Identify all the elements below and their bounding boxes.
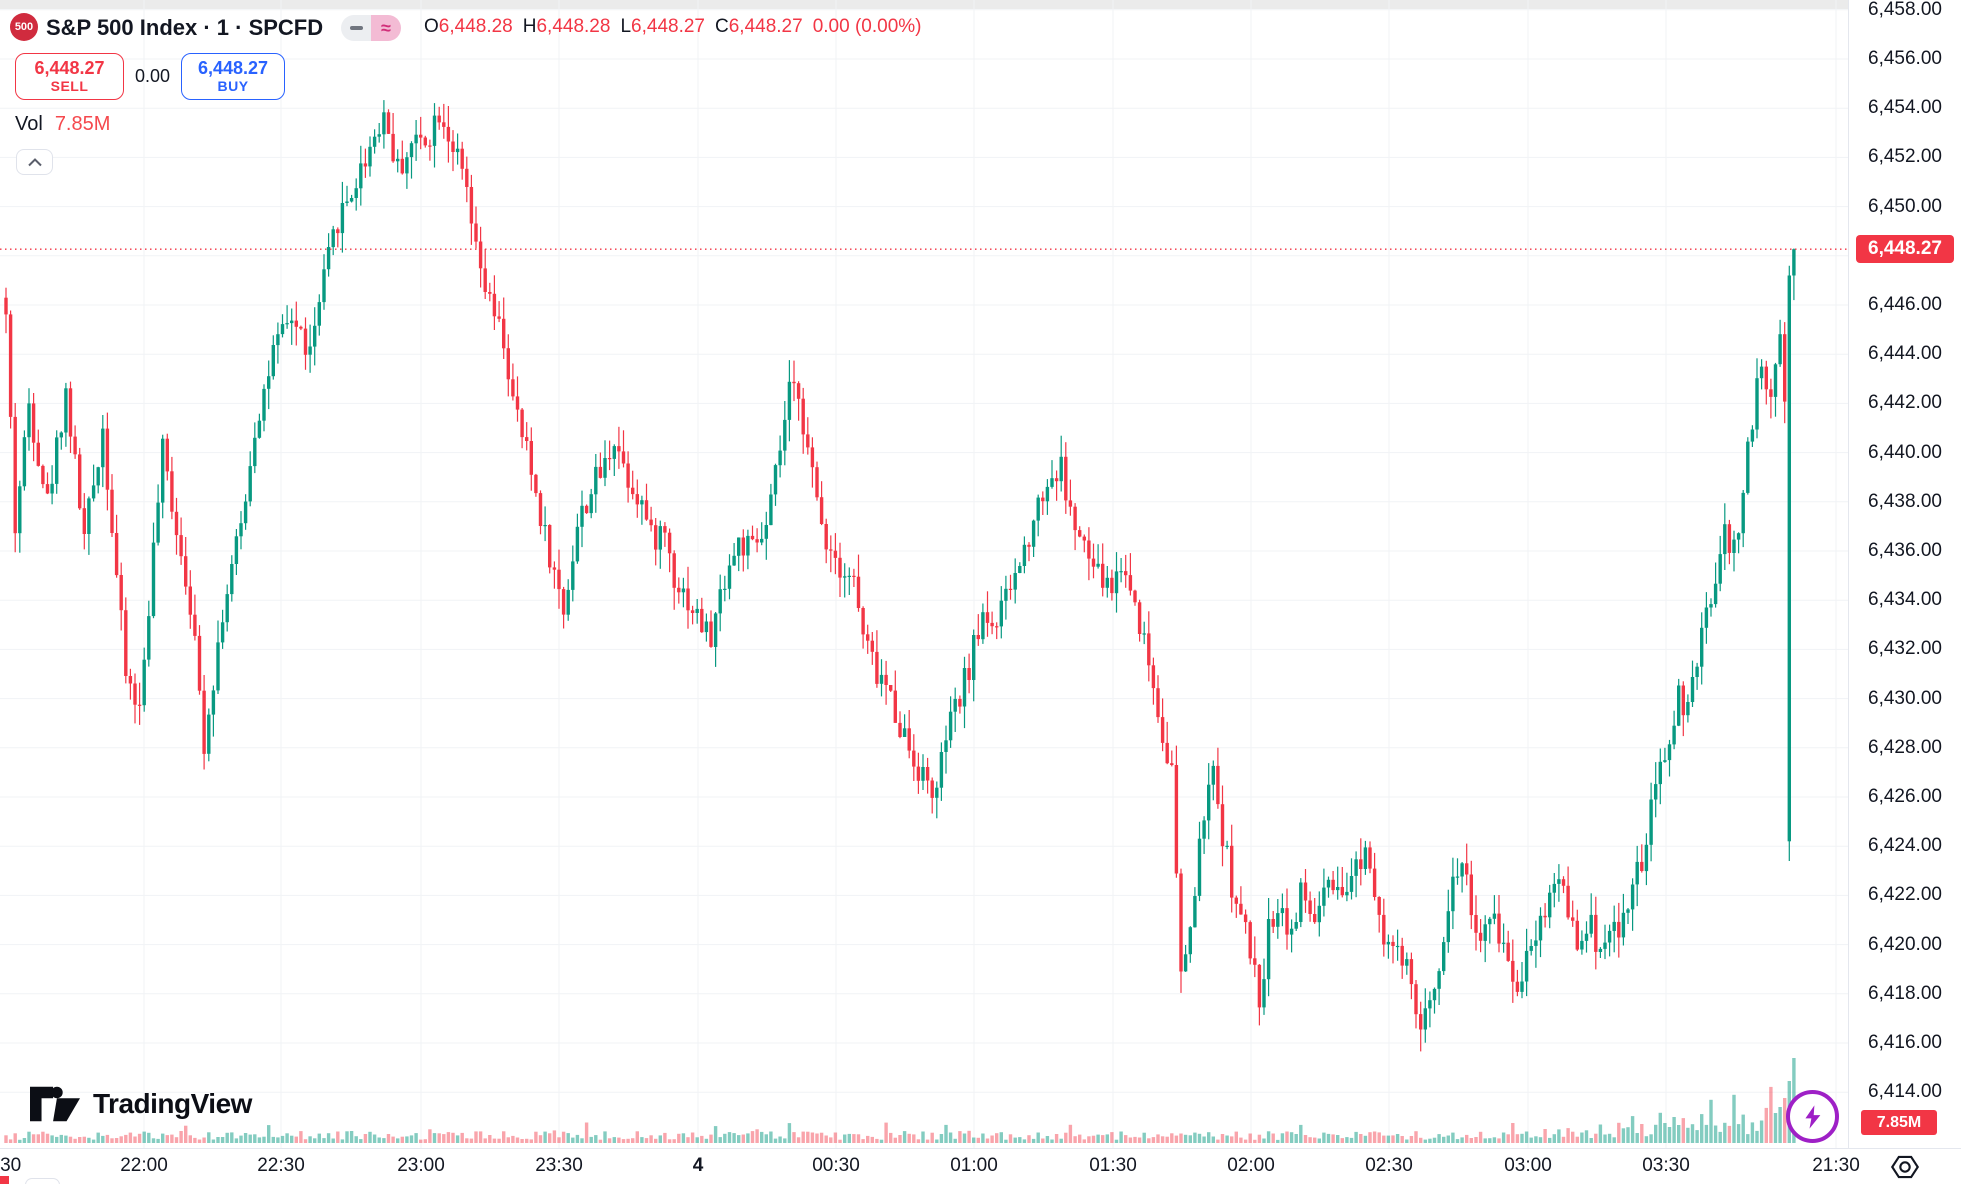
- price-axis-label: 6,414.00: [1868, 1081, 1942, 1103]
- time-axis-label: 02:30: [1365, 1155, 1413, 1176]
- price-axis-label: 6,434.00: [1868, 589, 1942, 611]
- sell-price: 6,448.27: [34, 57, 105, 78]
- price-axis-label: 6,420.00: [1868, 933, 1942, 955]
- price-axis-label: 6,416.00: [1868, 1032, 1942, 1054]
- price-axis-label: 6,450.00: [1868, 195, 1942, 217]
- price-axis-label: 6,452.00: [1868, 146, 1942, 168]
- time-axis-label: 01:00: [950, 1155, 998, 1176]
- sell-label: SELL: [50, 77, 89, 94]
- current-price-label: 6,448.27: [1856, 235, 1954, 264]
- price-axis-label: 6,418.00: [1868, 982, 1942, 1004]
- time-axis[interactable]: :30 22:00 22:30 23:00 23:30 4 00:30 01:00 01:30 0…: [0, 1148, 1961, 1184]
- volume-axis-badge: 7.85M: [1861, 1110, 1937, 1135]
- buy-button[interactable]: 6,448.27 BUY: [181, 53, 285, 100]
- time-axis-label: 00:30: [812, 1155, 860, 1176]
- price-axis-label: 6,422.00: [1868, 884, 1942, 906]
- high-value: 6,448.28: [536, 16, 611, 37]
- collapse-panel-button[interactable]: [16, 149, 53, 175]
- volume-readout: Vol 7.85M: [15, 113, 110, 136]
- price-axis-label: 6,444.00: [1868, 343, 1942, 365]
- open-label: O: [424, 16, 439, 37]
- price-axis-label: 6,456.00: [1868, 48, 1942, 70]
- change-value: 0.00 (0.00%): [812, 16, 922, 37]
- time-axis-label: 03:00: [1504, 1155, 1552, 1176]
- price-axis-label: 6,432.00: [1868, 638, 1942, 660]
- indicator-toggle-pills[interactable]: ≈: [341, 15, 401, 41]
- tradingview-logo-icon: [30, 1086, 80, 1122]
- time-axis-label: 02:00: [1227, 1155, 1275, 1176]
- time-axis-label: 01:30: [1089, 1155, 1137, 1176]
- time-axis-label: 22:00: [120, 1155, 168, 1176]
- tradingview-logo-text: TradingView: [93, 1088, 252, 1119]
- time-axis-label: 23:30: [535, 1155, 583, 1176]
- chevron-up-icon: [27, 157, 42, 166]
- ohlc-readout: O6,448.28 H6,448.28 L6,448.27 C6,448.27 0.00…: [424, 16, 922, 38]
- time-axis-label: 22:30: [257, 1155, 305, 1176]
- price-axis-label: 6,438.00: [1868, 490, 1942, 512]
- tradingview-logo[interactable]: TradingView: [30, 1086, 252, 1122]
- price-axis-label: 6,458.00: [1868, 0, 1942, 20]
- buy-label: BUY: [217, 77, 249, 94]
- open-value: 6,448.28: [438, 16, 513, 37]
- time-axis-label: 23:00: [397, 1155, 445, 1176]
- buy-price: 6,448.27: [197, 57, 269, 78]
- axis-settings-icon[interactable]: [1888, 1153, 1922, 1181]
- lightning-icon: [1804, 1104, 1820, 1129]
- sell-button[interactable]: 6,448.27 SELL: [15, 53, 124, 100]
- symbol-logo-badge: 500: [10, 13, 38, 41]
- symbol-title[interactable]: S&P 500 Index · 1 · SPCFD: [46, 15, 324, 40]
- price-axis-label: 6,424.00: [1868, 835, 1942, 857]
- time-axis-label: 4: [692, 1155, 704, 1176]
- close-value: 6,448.27: [728, 16, 803, 37]
- flash-boost-button[interactable]: [1786, 1090, 1839, 1143]
- high-label: H: [522, 16, 537, 37]
- wave-toggle-icon[interactable]: ≈: [371, 15, 401, 41]
- price-axis-label: 6,446.00: [1868, 294, 1942, 316]
- price-axis-label: 6,430.00: [1868, 687, 1942, 709]
- price-axis-label: 6,428.00: [1868, 736, 1942, 758]
- price-axis-label: 6,442.00: [1868, 392, 1942, 414]
- minus-toggle-icon[interactable]: [341, 15, 371, 41]
- spread-value: 0.00: [134, 66, 171, 86]
- loading-edge-marker: [0, 1176, 9, 1184]
- price-axis-label: 6,454.00: [1868, 97, 1942, 119]
- close-label: C: [715, 16, 729, 37]
- low-value: 6,448.27: [631, 16, 705, 37]
- volume-value: 7.85M: [54, 113, 111, 135]
- volume-label: Vol: [15, 113, 43, 135]
- price-axis-label: 6,436.00: [1868, 540, 1942, 562]
- price-axis[interactable]: 6,458.00 6,456.00 6,454.00 6,452.00 6,450.00…: [1848, 0, 1961, 1148]
- price-axis-label: 6,440.00: [1868, 441, 1942, 463]
- low-label: L: [620, 16, 632, 37]
- price-axis-label: 6,426.00: [1868, 786, 1942, 808]
- time-axis-label: 21:30: [1812, 1155, 1860, 1176]
- time-axis-label: 03:30: [1642, 1155, 1690, 1176]
- bottom-edge-button: [25, 1178, 60, 1184]
- top-edge-strip: [0, 0, 1961, 9]
- time-axis-label: :30: [0, 1155, 22, 1176]
